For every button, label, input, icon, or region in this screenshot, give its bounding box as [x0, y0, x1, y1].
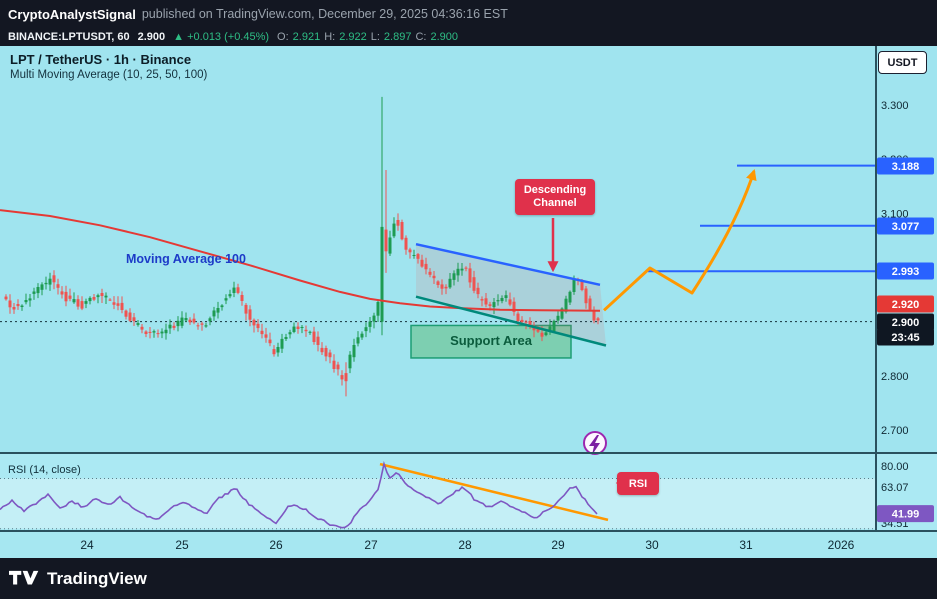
rsi-tick[interactable]: 80.00	[881, 461, 909, 473]
time-tick[interactable]: 2026	[828, 538, 855, 552]
time-axis-bg[interactable]	[0, 530, 937, 558]
time-tick[interactable]: 28	[458, 538, 472, 552]
low-value: 2.897	[383, 31, 412, 43]
time-tick[interactable]: 29	[551, 538, 565, 552]
chart-area: 3.3003.2003.1002.8002.70080.0063.0734.51…	[0, 46, 937, 558]
ohlc-values: O: 2.921 H: 2.922 L: 2.897 C: 2.900	[277, 31, 458, 43]
price-badge-label: 2.900	[892, 317, 920, 329]
channel-bottom-line[interactable]	[415, 295, 607, 347]
ma100-line[interactable]	[0, 209, 601, 312]
time-tick[interactable]: 27	[364, 538, 378, 552]
time-tick[interactable]: 24	[80, 538, 94, 552]
price-tick[interactable]: 3.300	[881, 100, 909, 112]
rsi-pane-bg	[0, 452, 937, 530]
price-tick[interactable]: 2.800	[881, 371, 909, 383]
time-tick[interactable]: 25	[175, 538, 189, 552]
last-price: 2.900	[137, 31, 166, 43]
price-badge	[877, 157, 934, 175]
support-area-label: Support Area	[450, 333, 532, 348]
price-tick[interactable]: 3.100	[881, 208, 909, 220]
price-badge-label: 2.920	[892, 299, 920, 311]
currency-toggle-button[interactable]: USDT	[878, 51, 927, 74]
publish-info: published on TradingView.com, December 2…	[141, 7, 508, 21]
price-badge-label: 3.077	[892, 221, 920, 233]
high-label: H:	[324, 31, 336, 43]
brand-name: TradingView	[47, 568, 147, 588]
time-tick[interactable]: 26	[269, 538, 283, 552]
channel-top-line[interactable]	[415, 242, 601, 287]
time-tick[interactable]: 30	[645, 538, 659, 552]
chart-symbol-title: LPT / TetherUS · 1h · Binance	[10, 52, 192, 67]
rsi-trendline[interactable]	[379, 462, 609, 522]
price-badge-label: 2.993	[892, 266, 920, 278]
high-value: 2.922	[339, 31, 367, 43]
rsi-callout-badge: RSI	[616, 472, 659, 495]
candles	[4, 96, 600, 397]
rsi-tick[interactable]: 63.07	[881, 482, 909, 494]
tradingview-logo	[9, 570, 39, 584]
price-tick[interactable]: 2.700	[881, 425, 909, 437]
projection-arrow[interactable]	[602, 169, 757, 312]
ma100-label: Moving Average 100	[126, 252, 246, 266]
price-change: ▲ +0.013 (+0.45%)	[173, 31, 270, 43]
symbol-interval: BINANCE:LPTUSDT, 60	[8, 31, 130, 43]
price-badge-label: 23:45	[891, 332, 919, 344]
rsi-line[interactable]	[0, 460, 598, 529]
price-badge-label: 3.188	[892, 161, 920, 173]
rsi-value-label: 41.99	[892, 509, 920, 521]
symbol-info-bar: BINANCE:LPTUSDT, 60 2.900 ▲ +0.013 (+0.4…	[0, 28, 937, 46]
chart-canvas[interactable]: 3.3003.2003.1002.8002.70080.0063.0734.51…	[0, 46, 937, 558]
price-scale-divider	[875, 46, 877, 530]
pane-separator[interactable]	[0, 452, 937, 454]
indicator-title: Multi Moving Average (10, 25, 50, 100)	[10, 69, 208, 81]
price-badge	[877, 262, 934, 280]
footer-bar: TradingView	[0, 558, 937, 599]
close-label: C:	[415, 31, 427, 43]
author-name: CryptoAnalystSignal	[8, 6, 136, 22]
price-badge	[877, 217, 934, 235]
low-label: L:	[370, 31, 380, 43]
rsi-value-badge	[877, 505, 934, 523]
publish-bar: CryptoAnalystSignal published on Trading…	[0, 0, 937, 28]
main-pane-bg	[0, 46, 937, 452]
open-label: O:	[277, 31, 289, 43]
open-value: 2.921	[292, 31, 321, 43]
time-tick[interactable]: 31	[739, 538, 753, 552]
price-badge	[877, 313, 934, 331]
rsi-indicator-title: RSI (14, close)	[8, 464, 81, 476]
price-badge	[877, 328, 934, 346]
close-value: 2.900	[430, 31, 458, 43]
price-badge	[877, 295, 934, 313]
axis-separator	[0, 530, 937, 532]
descending-channel-badge: Descending Channel	[515, 179, 595, 215]
lightning-icon[interactable]	[583, 431, 607, 455]
